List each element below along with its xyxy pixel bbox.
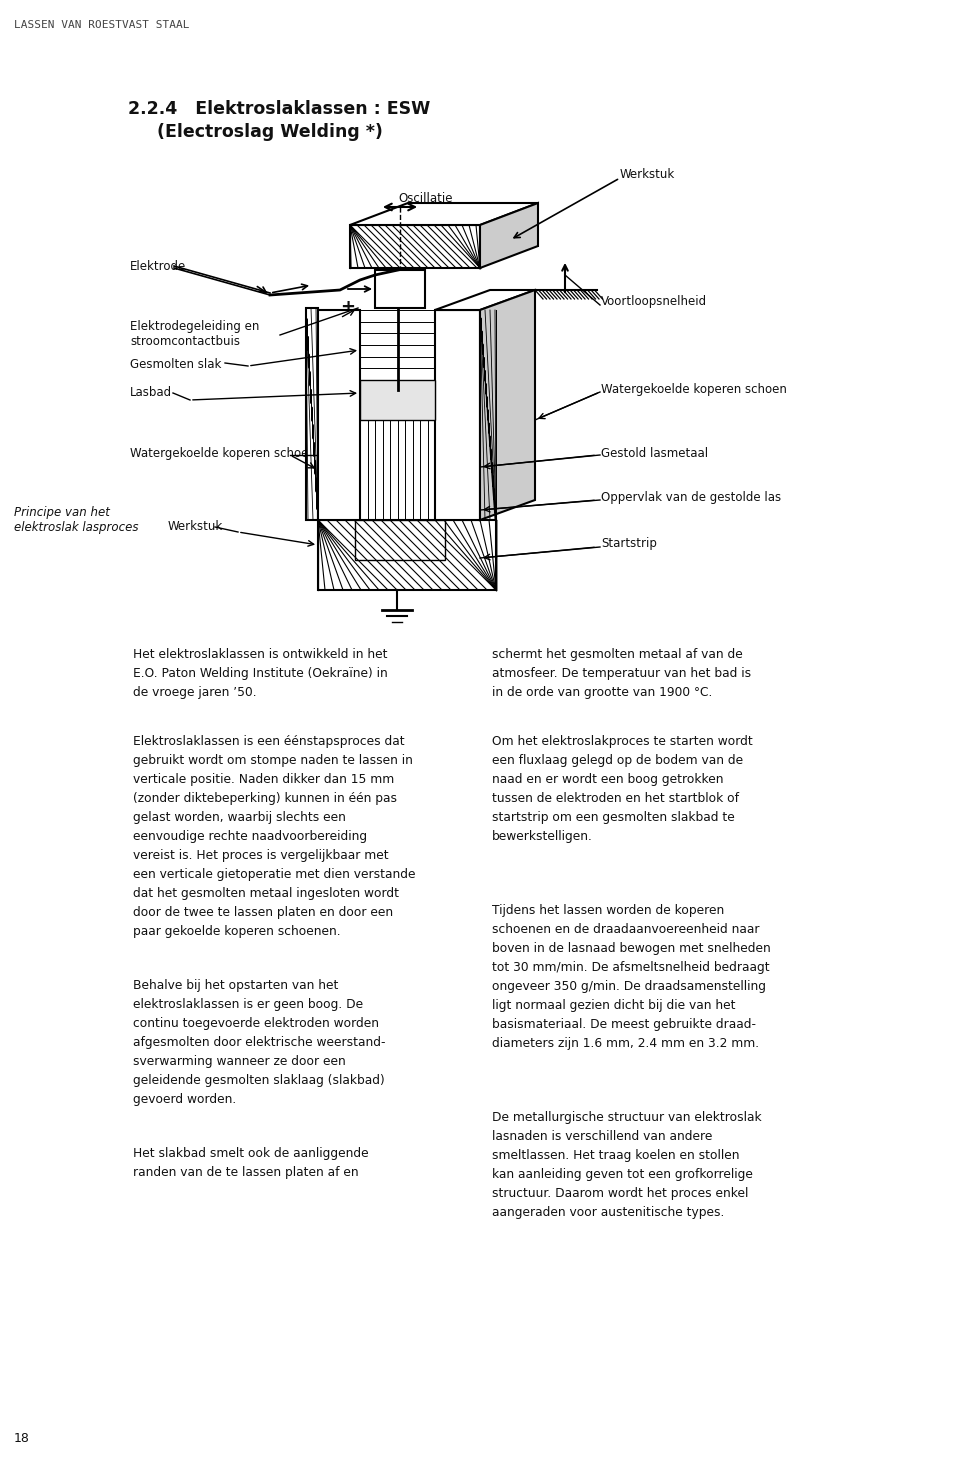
Bar bbox=[360, 380, 435, 420]
Polygon shape bbox=[435, 290, 535, 310]
Text: Principe van het: Principe van het bbox=[14, 506, 109, 519]
Text: in de orde van grootte van 1900 °C.: in de orde van grootte van 1900 °C. bbox=[492, 686, 712, 699]
Text: verticale positie. Naden dikker dan 15 mm: verticale positie. Naden dikker dan 15 m… bbox=[133, 774, 395, 785]
Text: Werkstuk: Werkstuk bbox=[620, 168, 675, 181]
Polygon shape bbox=[350, 203, 538, 224]
Polygon shape bbox=[480, 290, 535, 520]
Text: een fluxlaag gelegd op de bodem van de: een fluxlaag gelegd op de bodem van de bbox=[492, 755, 743, 766]
Text: continu toegevoerde elektroden worden: continu toegevoerde elektroden worden bbox=[133, 1017, 379, 1030]
Text: E.O. Paton Welding Institute (Oekraïne) in: E.O. Paton Welding Institute (Oekraïne) … bbox=[133, 667, 388, 680]
Text: afgesmolten door elektrische weerstand-: afgesmolten door elektrische weerstand- bbox=[133, 1036, 386, 1049]
Text: Elektrodegeleiding en: Elektrodegeleiding en bbox=[130, 321, 259, 334]
Text: elektroslak lasproces: elektroslak lasproces bbox=[14, 522, 138, 535]
Text: paar gekoelde koperen schoenen.: paar gekoelde koperen schoenen. bbox=[133, 925, 341, 938]
Text: kan aanleiding geven tot een grofkorrelige: kan aanleiding geven tot een grofkorreli… bbox=[492, 1169, 753, 1182]
Text: randen van de te lassen platen af en: randen van de te lassen platen af en bbox=[133, 1166, 359, 1179]
Text: aangeraden voor austenitische types.: aangeraden voor austenitische types. bbox=[492, 1206, 725, 1220]
Text: stroomcontactbuis: stroomcontactbuis bbox=[130, 335, 240, 348]
Text: geleidende gesmolten slaklaag (slakbad): geleidende gesmolten slaklaag (slakbad) bbox=[133, 1074, 385, 1087]
Text: dat het gesmolten metaal ingesloten wordt: dat het gesmolten metaal ingesloten word… bbox=[133, 887, 399, 900]
Text: (Electroslag Welding *): (Electroslag Welding *) bbox=[157, 122, 383, 141]
Text: tussen de elektroden en het startblok of: tussen de elektroden en het startblok of bbox=[492, 793, 739, 806]
Text: Het elektroslaklassen is ontwikkeld in het: Het elektroslaklassen is ontwikkeld in h… bbox=[133, 648, 388, 661]
Text: Oscillatie: Oscillatie bbox=[398, 192, 452, 205]
Text: basismateriaal. De meest gebruikte draad-: basismateriaal. De meest gebruikte draad… bbox=[492, 1018, 756, 1032]
Text: sverwarming wanneer ze door een: sverwarming wanneer ze door een bbox=[133, 1055, 346, 1068]
Text: gelast worden, waarbij slechts een: gelast worden, waarbij slechts een bbox=[133, 812, 346, 825]
Text: ongeveer 350 g/min. De draadsamenstelling: ongeveer 350 g/min. De draadsamenstellin… bbox=[492, 981, 766, 994]
Text: Werkstuk: Werkstuk bbox=[168, 520, 224, 533]
Polygon shape bbox=[480, 203, 538, 268]
Text: de vroege jaren ’50.: de vroege jaren ’50. bbox=[133, 686, 256, 699]
Text: Om het elektroslakproces te starten wordt: Om het elektroslakproces te starten word… bbox=[492, 734, 753, 747]
Text: atmosfeer. De temperatuur van het bad is: atmosfeer. De temperatuur van het bad is bbox=[492, 667, 751, 680]
Text: +: + bbox=[340, 299, 355, 316]
Text: Het slakbad smelt ook de aanliggende: Het slakbad smelt ook de aanliggende bbox=[133, 1147, 369, 1160]
Text: tot 30 mm/min. De afsmeltsnelheid bedraagt: tot 30 mm/min. De afsmeltsnelheid bedraa… bbox=[492, 962, 770, 973]
Text: ligt normaal gezien dicht bij die van het: ligt normaal gezien dicht bij die van he… bbox=[492, 1000, 735, 1013]
Text: Lasbad: Lasbad bbox=[130, 386, 172, 399]
Text: (zonder diktebeperking) kunnen in één pas: (zonder diktebeperking) kunnen in één pa… bbox=[133, 793, 397, 806]
Text: lasnaden is verschillend van andere: lasnaden is verschillend van andere bbox=[492, 1131, 712, 1142]
Text: bewerkstelligen.: bewerkstelligen. bbox=[492, 830, 593, 844]
Bar bbox=[306, 307, 318, 520]
Text: een verticale gietoperatie met dien verstande: een verticale gietoperatie met dien vers… bbox=[133, 868, 416, 881]
Text: Elektrode: Elektrode bbox=[130, 259, 186, 272]
Text: −: − bbox=[335, 548, 348, 565]
Text: door de twee te lassen platen en door een: door de twee te lassen platen en door ee… bbox=[133, 906, 394, 919]
Bar bbox=[318, 310, 360, 520]
Text: LASSEN VAN ROESTVAST STAAL: LASSEN VAN ROESTVAST STAAL bbox=[14, 20, 189, 31]
Text: De metallurgische structuur van elektroslak: De metallurgische structuur van elektros… bbox=[492, 1112, 761, 1123]
Text: Gestold lasmetaal: Gestold lasmetaal bbox=[601, 447, 708, 460]
Text: startstrip om een gesmolten slakbad te: startstrip om een gesmolten slakbad te bbox=[492, 812, 734, 825]
Text: Watergekoelde koperen schoen: Watergekoelde koperen schoen bbox=[130, 447, 316, 460]
Text: Tijdens het lassen worden de koperen: Tijdens het lassen worden de koperen bbox=[492, 903, 724, 916]
Text: 2.2.4   Elektroslaklassen : ESW: 2.2.4 Elektroslaklassen : ESW bbox=[128, 101, 430, 118]
Text: smeltlassen. Het traag koelen en stollen: smeltlassen. Het traag koelen en stollen bbox=[492, 1150, 739, 1163]
Text: Gesmolten slak: Gesmolten slak bbox=[130, 358, 222, 372]
Bar bbox=[350, 224, 480, 268]
Text: Startstrip: Startstrip bbox=[601, 538, 657, 549]
Bar bbox=[355, 520, 445, 559]
Text: eenvoudige rechte naadvoorbereiding: eenvoudige rechte naadvoorbereiding bbox=[133, 830, 367, 844]
Text: boven in de lasnaad bewogen met snelheden: boven in de lasnaad bewogen met snelhede… bbox=[492, 943, 771, 954]
Text: schoenen en de draadaanvoereenheid naar: schoenen en de draadaanvoereenheid naar bbox=[492, 922, 759, 935]
Text: gevoerd worden.: gevoerd worden. bbox=[133, 1093, 236, 1106]
Bar bbox=[480, 310, 496, 520]
Text: Elektroslaklassen is een éénstapsproces dat: Elektroslaklassen is een éénstapsproces … bbox=[133, 734, 404, 747]
Bar bbox=[318, 520, 496, 590]
Text: 18: 18 bbox=[14, 1432, 30, 1445]
Text: naad en er wordt een boog getrokken: naad en er wordt een boog getrokken bbox=[492, 774, 724, 785]
Bar bbox=[375, 270, 425, 307]
Text: elektroslaklassen is er geen boog. De: elektroslaklassen is er geen boog. De bbox=[133, 998, 363, 1011]
Text: Behalve bij het opstarten van het: Behalve bij het opstarten van het bbox=[133, 979, 338, 992]
Text: structuur. Daarom wordt het proces enkel: structuur. Daarom wordt het proces enkel bbox=[492, 1187, 749, 1201]
Text: Watergekoelde koperen schoen: Watergekoelde koperen schoen bbox=[601, 383, 787, 396]
Text: Voortloopsnelheid: Voortloopsnelheid bbox=[601, 294, 708, 307]
Text: diameters zijn 1.6 mm, 2.4 mm en 3.2 mm.: diameters zijn 1.6 mm, 2.4 mm en 3.2 mm. bbox=[492, 1037, 759, 1050]
Text: schermt het gesmolten metaal af van de: schermt het gesmolten metaal af van de bbox=[492, 648, 743, 661]
Text: Oppervlak van de gestolde las: Oppervlak van de gestolde las bbox=[601, 491, 781, 504]
Text: vereist is. Het proces is vergelijkbaar met: vereist is. Het proces is vergelijkbaar … bbox=[133, 849, 389, 863]
Text: gebruikt wordt om stompe naden te lassen in: gebruikt wordt om stompe naden te lassen… bbox=[133, 755, 413, 766]
Bar bbox=[435, 310, 480, 520]
